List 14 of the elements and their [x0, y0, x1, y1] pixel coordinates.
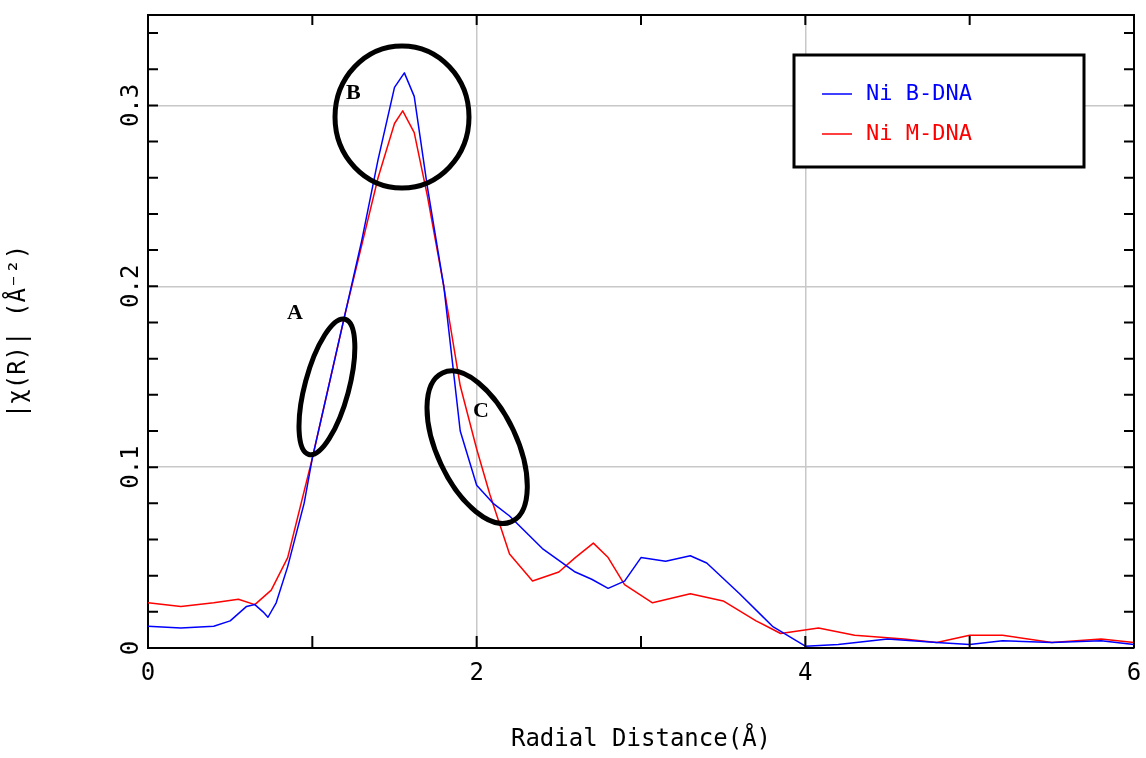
annotation: B	[346, 79, 361, 104]
x-tick-label: 4	[798, 658, 813, 687]
y-tick-label: 0.3	[116, 83, 145, 128]
x-axis-title: Radial Distance(Å)	[510, 722, 772, 752]
x-tick-label: 2	[469, 658, 484, 687]
y-tick-label: 0.1	[116, 445, 145, 489]
y-axis-title: |χ(R)| (Å⁻²)	[1, 244, 31, 419]
legend-label: Ni B-DNA	[866, 79, 972, 105]
annotation: A	[287, 299, 303, 324]
legend-label: Ni M-DNA	[866, 119, 972, 145]
y-tick-label: 0	[116, 640, 145, 656]
x-tick-label: 6	[1126, 658, 1142, 687]
annotation: C	[473, 397, 489, 422]
y-tick-label: 0.2	[116, 264, 145, 308]
